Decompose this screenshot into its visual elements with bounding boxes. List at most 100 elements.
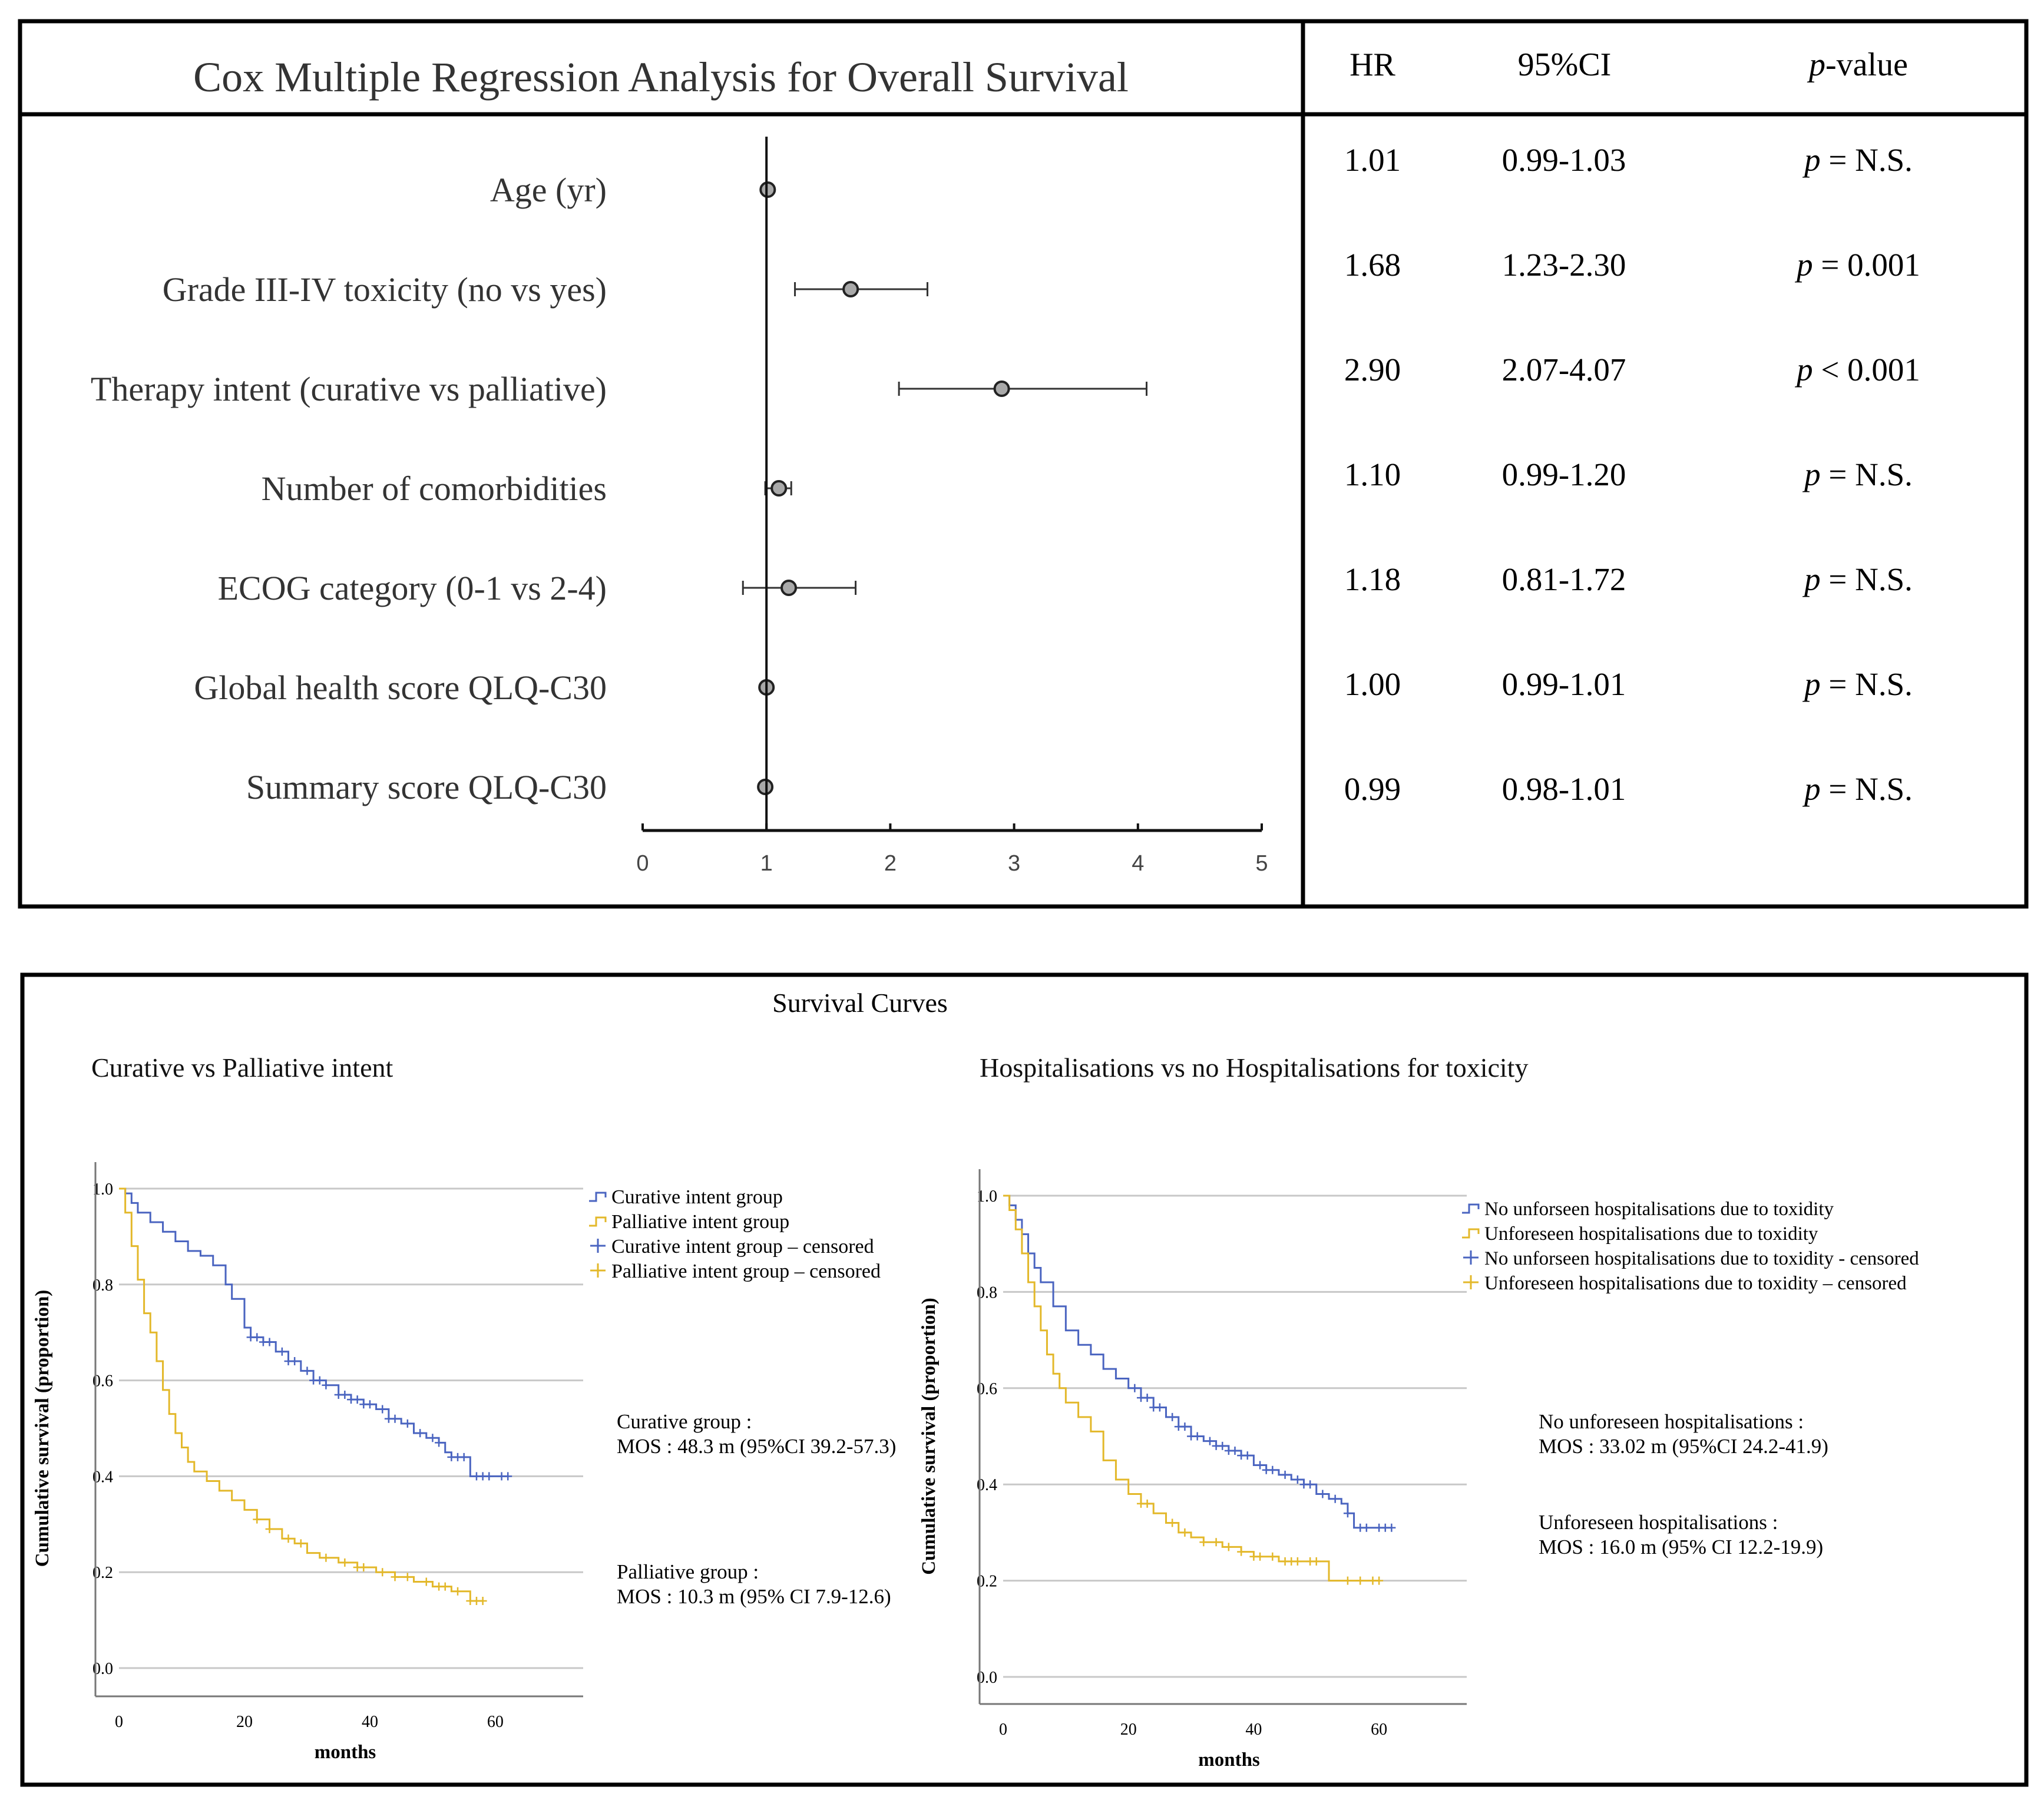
- km-censor-mark: [1143, 1394, 1152, 1402]
- km-censor-mark: [1180, 1528, 1189, 1537]
- km-legend-step-symbol: [1462, 1228, 1480, 1239]
- km-censor-mark: [403, 1573, 412, 1581]
- forest-tick-label: 5: [1255, 851, 1268, 876]
- km-censor-mark: [459, 1452, 468, 1461]
- forest-ci-group: [764, 480, 792, 497]
- km-censor-mark: [1180, 1422, 1189, 1431]
- km-censor-mark: [1293, 1557, 1302, 1566]
- km-censor-mark: [353, 1395, 362, 1404]
- km-x-tick-label: 20: [236, 1713, 253, 1731]
- km-legend-label: Palliative intent group: [611, 1211, 789, 1233]
- km-legend-label: No unforseen hospitalisations due to tox…: [1484, 1199, 1834, 1220]
- forest-hr-point: [770, 480, 788, 497]
- km-title: Curative vs Palliative intent: [91, 1053, 393, 1083]
- km-censor-mark: [296, 1539, 305, 1548]
- km-censor-mark: [1155, 1403, 1164, 1412]
- mos-curative-value: MOS : 48.3 m (95%CI 39.2-57.3): [617, 1435, 896, 1458]
- km-legend-censor-symbol: [1463, 1250, 1479, 1265]
- km-censor-mark: [1205, 1437, 1214, 1445]
- forest-ci-value: 0.99-1.20: [1502, 456, 1626, 492]
- km-censor-mark: [485, 1472, 494, 1481]
- forest-row-label: Grade III-IV toxicity (no vs yes): [163, 270, 607, 309]
- forest-hr-value: 1.00: [1344, 666, 1401, 702]
- forest-hr-value: 1.10: [1344, 456, 1401, 492]
- km-x-axis-label: months: [315, 1742, 376, 1763]
- forest-row-label: Number of comorbidities: [262, 469, 607, 508]
- km-censor-mark: [284, 1534, 293, 1543]
- forest-ci-group: [757, 779, 774, 795]
- forest-ci-group: [759, 181, 776, 198]
- km-censor-mark: [454, 1587, 462, 1596]
- header-pvalue: p-value: [1807, 47, 1908, 83]
- km-censor-mark: [340, 1391, 349, 1399]
- km-censor-mark: [1375, 1576, 1384, 1585]
- forest-panel: Cox Multiple Regression Analysis for Ove…: [18, 19, 2029, 909]
- km-x-axis-label: months: [1198, 1749, 1260, 1771]
- km-legend-censor-symbol: [590, 1263, 606, 1278]
- km-censor-mark: [359, 1563, 368, 1572]
- km-censor-mark: [1231, 1447, 1239, 1455]
- km-censor-mark: [365, 1400, 374, 1409]
- forest-hr-point: [842, 281, 859, 297]
- forest-row-label: Age (yr): [490, 171, 607, 209]
- forest-frame: [18, 19, 2029, 909]
- km-censor-mark: [422, 1577, 431, 1586]
- survival-panel: Survival Curves Curative vs Palliative i…: [20, 972, 2029, 1787]
- forest-ci-group: [898, 380, 1148, 397]
- forest-p-italic: p: [1794, 352, 1813, 388]
- mos-nohosp-heading: No unforeseen hospitalisations :: [1539, 1410, 1804, 1433]
- km-x-tick-label: 40: [362, 1713, 378, 1731]
- km-y-axis-label: Cumulative survival (proportion): [32, 1290, 53, 1567]
- survival-frame: [20, 972, 2029, 1787]
- forest-p-value: p = N.S.: [1802, 142, 1913, 178]
- km-legend-label: Unforeseen hospitalisations due to toxid…: [1484, 1223, 1818, 1245]
- forest-ci-value: 2.07-4.07: [1502, 352, 1626, 388]
- km-censor-mark: [322, 1381, 330, 1389]
- km-censor-mark: [340, 1558, 349, 1567]
- forest-hr-value: 2.90: [1344, 352, 1401, 388]
- km-censor-mark: [378, 1568, 387, 1577]
- km-censor-mark: [1193, 1432, 1202, 1441]
- forest-p-rest: = N.S.: [1821, 771, 1913, 807]
- mos-annotations: Curative group : MOS : 48.3 m (95%CI 39.…: [617, 1410, 1828, 1608]
- header-p-italic: p: [1807, 47, 1825, 83]
- km-legend-step-symbol: [589, 1192, 607, 1202]
- km-censor-mark: [1224, 1543, 1233, 1551]
- forest-tick-label: 1: [760, 851, 773, 876]
- forest-hr-value: 1.01: [1344, 142, 1401, 178]
- km-censor-mark: [1143, 1499, 1152, 1508]
- forest-p-value: p = 0.001: [1794, 247, 1920, 283]
- km-censor-mark: [1362, 1523, 1371, 1532]
- forest-ci-value: 1.23-2.30: [1502, 247, 1626, 283]
- forest-p-italic: p: [1802, 456, 1821, 492]
- forest-p-italic: p: [1802, 142, 1821, 178]
- km-censor-mark: [1281, 1470, 1289, 1479]
- forest-x-ticks: 0 1 2 3 4 5: [636, 823, 1268, 876]
- km-censor-mark: [403, 1419, 412, 1428]
- km-censor-mark: [1318, 1490, 1327, 1498]
- km-legend-label: Palliative intent group – censored: [611, 1260, 881, 1282]
- km-legend-label: Curative intent group – censored: [611, 1236, 874, 1258]
- km-x-tick-label: 60: [1371, 1720, 1387, 1739]
- km-censor-mark: [1212, 1538, 1221, 1547]
- header-ci: 95%CI: [1518, 47, 1612, 83]
- forest-p-rest: = N.S.: [1821, 142, 1913, 178]
- km-censor-mark: [265, 1338, 274, 1346]
- km-legend-label: No unforseen hospitalisations due to tox…: [1484, 1248, 1919, 1269]
- forest-p-italic: p: [1802, 666, 1821, 702]
- km-censor-mark: [441, 1582, 449, 1591]
- km-censor-mark: [428, 1434, 437, 1442]
- km-censor-mark: [1268, 1465, 1277, 1474]
- km-x-tick-label: 0: [115, 1713, 123, 1731]
- mos-hosp-heading: Unforeseen hospitalisations :: [1539, 1511, 1778, 1534]
- km-legend-censor-symbol: [1463, 1275, 1479, 1289]
- km-censor-mark: [1168, 1518, 1177, 1527]
- km-censor-mark: [378, 1405, 387, 1414]
- forest-ci-group: [794, 281, 928, 297]
- forest-p-value: p = N.S.: [1802, 456, 1913, 492]
- km-censor-mark: [1387, 1523, 1396, 1532]
- forest-rows: Age (yr) 1.01 0.99-1.03 p = N.S. Grade III-I…: [91, 142, 1920, 807]
- forest-p-rest: = N.S.: [1821, 666, 1913, 702]
- header-p-rest: -value: [1825, 47, 1908, 83]
